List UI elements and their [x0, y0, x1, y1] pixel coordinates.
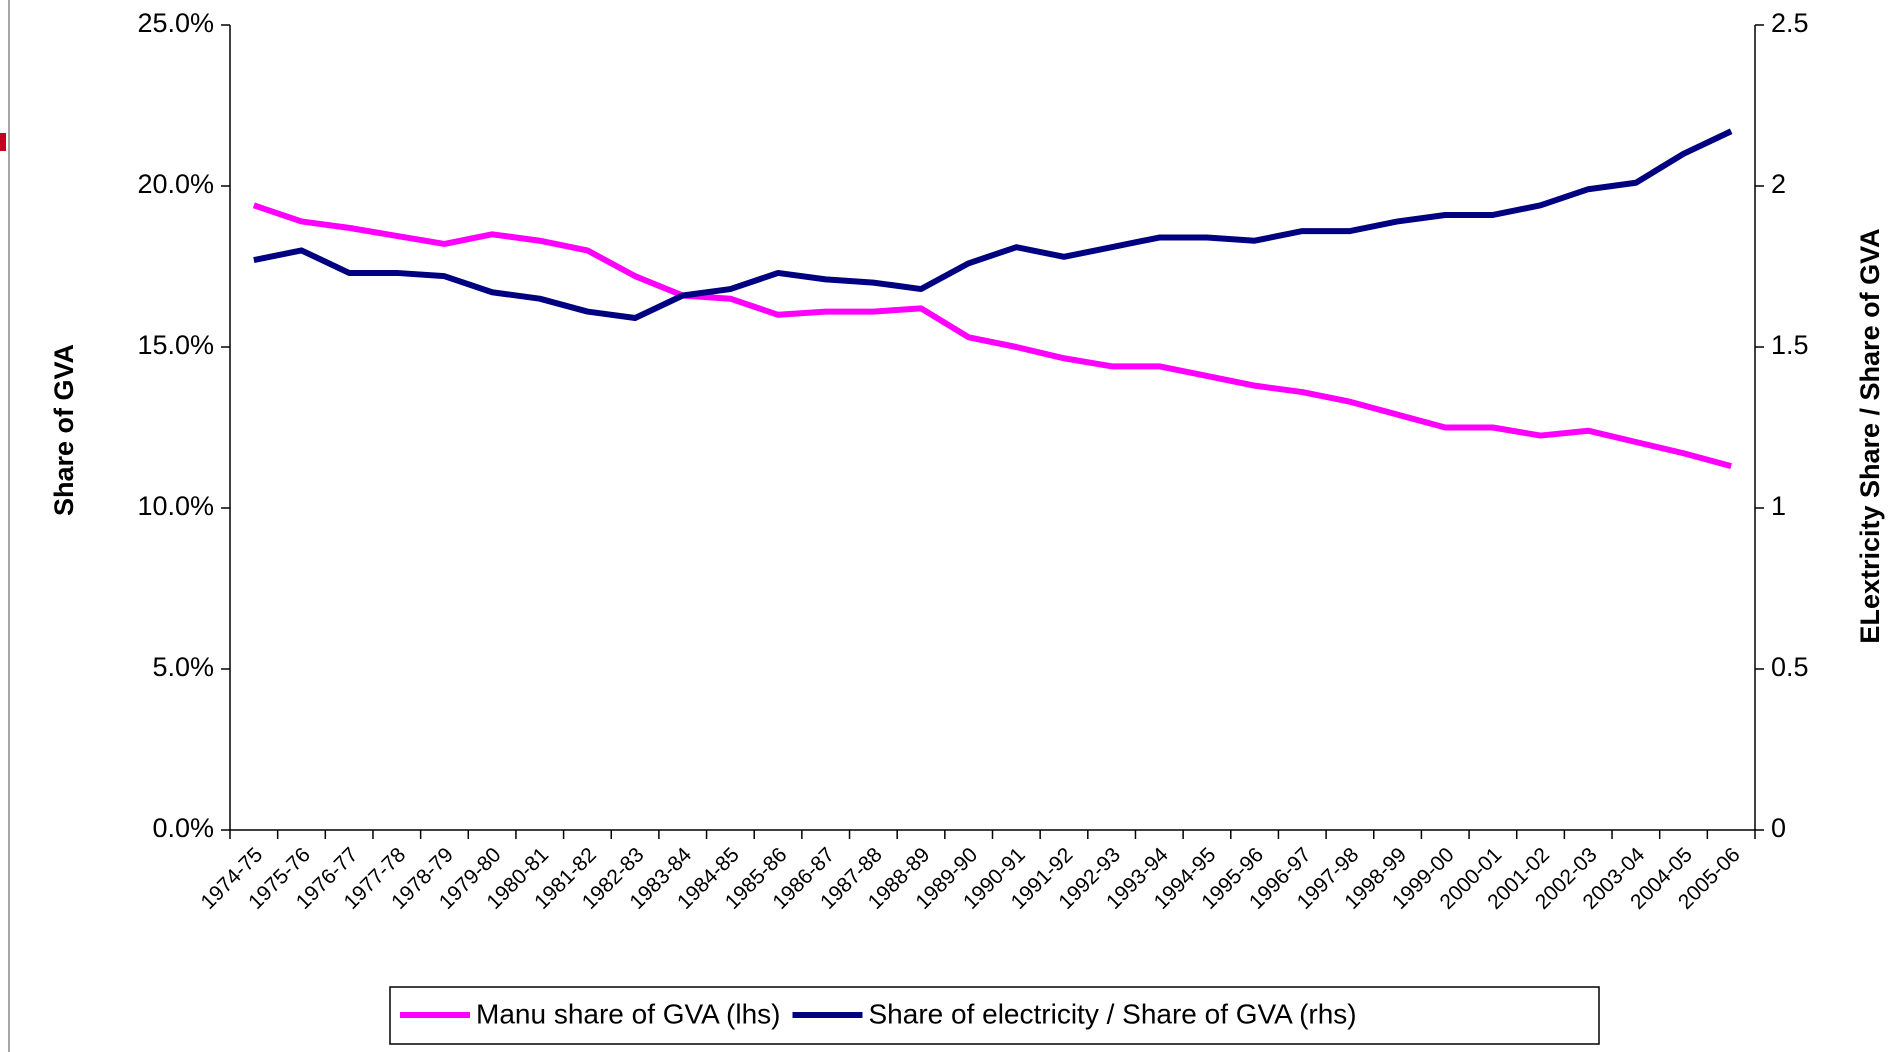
legend-box — [389, 986, 1600, 1045]
y2-tick-label: 0.5 — [1771, 652, 1809, 682]
y2-tick-label: 2 — [1771, 169, 1786, 199]
edge-marker — [0, 133, 6, 151]
legend-label: Manu share of GVA (lhs) — [476, 998, 781, 1029]
y-tick-label: 10.0% — [137, 491, 214, 521]
series-line — [253, 128, 1733, 322]
series-line — [252, 202, 1732, 470]
y2-axis-title: ELextricity Share / Share of GVA — [1855, 228, 1885, 643]
y-tick-label: 25.0% — [137, 8, 214, 38]
y-axis-title: Share of GVA — [49, 344, 79, 516]
y-tick-label: 20.0% — [137, 169, 214, 199]
y2-tick-label: 1 — [1771, 491, 1786, 521]
y-tick-label: 0.0% — [152, 813, 214, 843]
y2-tick-label: 1.5 — [1771, 330, 1809, 360]
legend-label: Share of electricity / Share of GVA (rhs… — [869, 998, 1357, 1029]
y2-tick-label: 0 — [1771, 813, 1786, 843]
y-tick-label: 5.0% — [152, 652, 214, 682]
y-tick-label: 15.0% — [137, 330, 214, 360]
y2-tick-label: 2.5 — [1771, 8, 1809, 38]
